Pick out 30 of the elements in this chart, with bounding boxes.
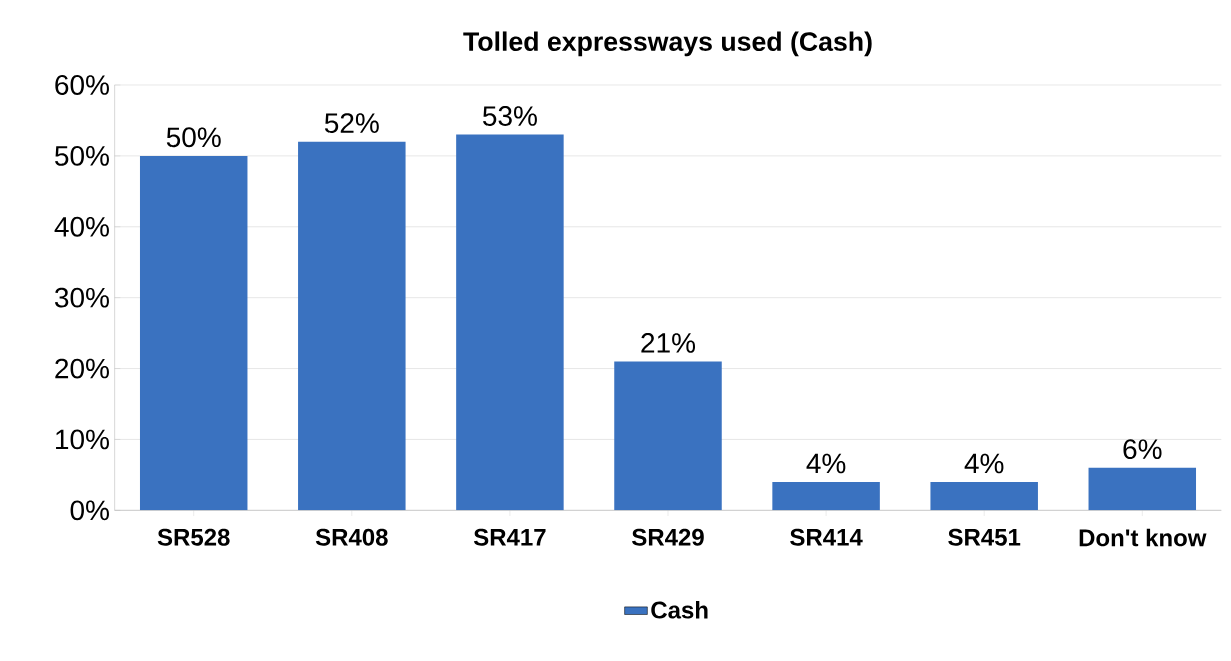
chart-title: Tolled expressways used (Cash): [463, 31, 872, 57]
bar: [456, 134, 564, 511]
bar: [772, 481, 880, 511]
legend-label: Cash: [651, 600, 708, 619]
x-tick-label: SR414: [790, 528, 863, 546]
bar: [1088, 467, 1197, 511]
bar: [614, 361, 722, 511]
text: 52%: [324, 113, 379, 133]
x-tick-label: SR417: [473, 528, 546, 546]
x-tick-label: SR451: [948, 528, 1021, 546]
y-tick-label: 0%: [70, 500, 109, 521]
bar: [298, 141, 406, 511]
bar: [930, 481, 1038, 511]
text: 50%: [166, 127, 221, 148]
text: 4%: [806, 453, 846, 474]
x-tick-label: Don't know: [1079, 528, 1207, 547]
y-tick-label: 60%: [55, 75, 109, 95]
text: 21%: [641, 333, 696, 353]
x-tick-label: SR528: [157, 528, 230, 546]
y-tick-label: 10%: [56, 429, 109, 450]
x-tick-label: SR429: [632, 528, 704, 546]
text: 4%: [964, 453, 1004, 474]
y-tick-label: 50%: [55, 145, 109, 166]
x-tick-label: SR408: [315, 528, 388, 546]
bar: [139, 155, 248, 511]
text: 53%: [483, 106, 537, 126]
text: 6%: [1123, 439, 1162, 460]
y-tick-label: 40%: [54, 216, 109, 237]
y-tick-label: 20%: [55, 358, 109, 379]
y-tick-label: 30%: [54, 287, 109, 308]
